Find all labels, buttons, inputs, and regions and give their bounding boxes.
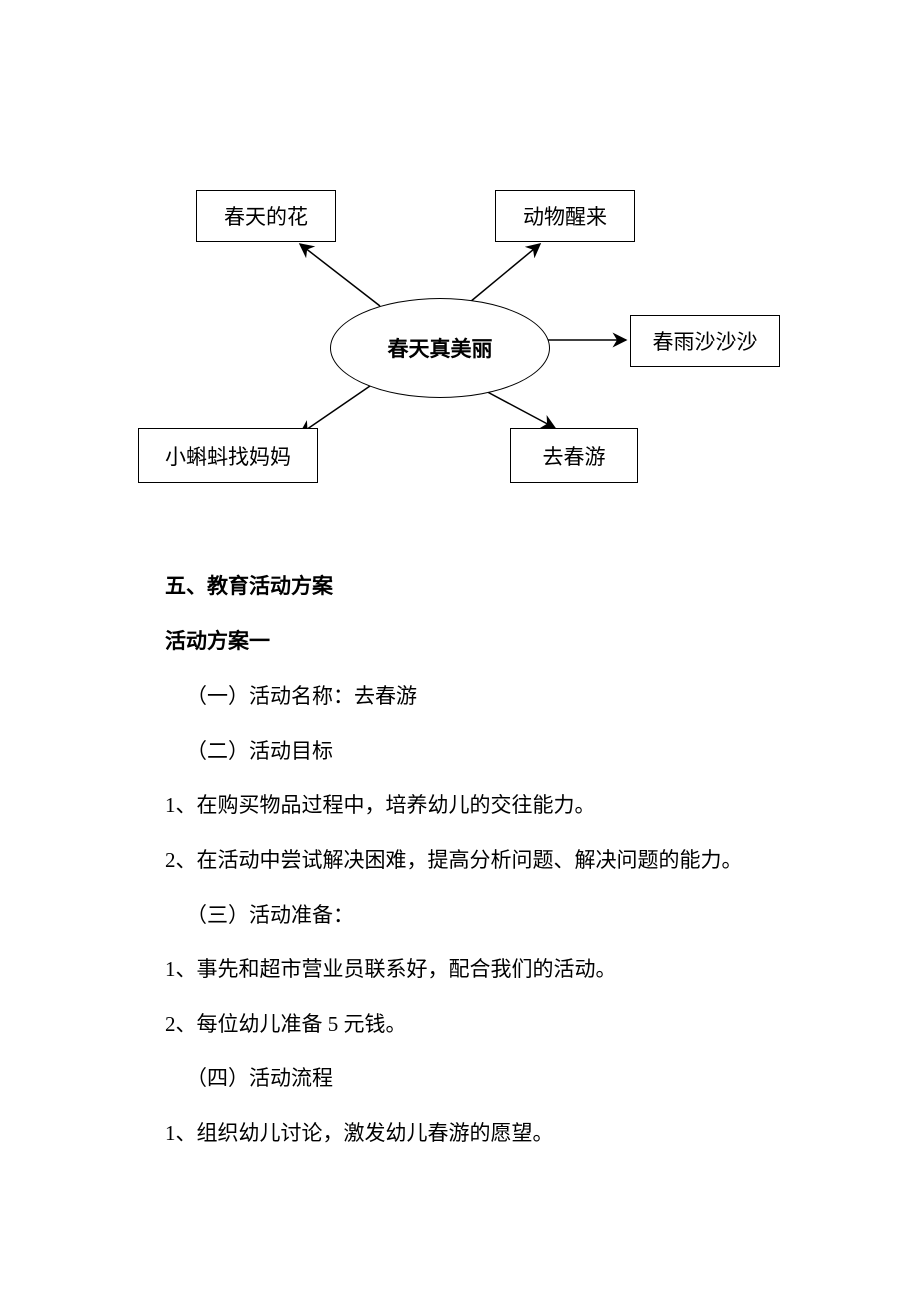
body-line: （二）活动目标 bbox=[165, 724, 805, 779]
diagram-node-label: 小蝌蚪找妈妈 bbox=[165, 441, 291, 471]
body-line: （一）活动名称：去春游 bbox=[165, 669, 805, 724]
body-line: 2、在活动中尝试解决困难，提高分析问题、解决问题的能力。 bbox=[165, 833, 805, 888]
diagram-node-animals: 动物醒来 bbox=[495, 190, 635, 242]
diagram-node-tadpole: 小蝌蚪找妈妈 bbox=[138, 428, 318, 483]
document-body: 五、教育活动方案 活动方案一 （一）活动名称：去春游 （二）活动目标 1、在购买… bbox=[165, 560, 805, 1161]
plan-heading: 活动方案一 bbox=[165, 615, 805, 670]
diagram-node-label: 去春游 bbox=[543, 441, 606, 471]
diagram-node-flowers: 春天的花 bbox=[196, 190, 336, 242]
diagram-node-label: 春雨沙沙沙 bbox=[653, 326, 758, 356]
diagram-node-rain: 春雨沙沙沙 bbox=[630, 315, 780, 367]
diagram-node-outing: 去春游 bbox=[510, 428, 638, 483]
center-label: 春天真美丽 bbox=[388, 333, 493, 363]
body-line: （四）活动流程 bbox=[165, 1051, 805, 1106]
concept-diagram: 春天真美丽 春天的花 动物醒来春雨沙沙沙小蝌蚪找妈妈 去春游 bbox=[0, 0, 920, 520]
body-line: 1、在购买物品过程中，培养幼儿的交往能力。 bbox=[165, 778, 805, 833]
body-line: 2、每位幼儿准备 5 元钱。 bbox=[165, 997, 805, 1052]
section-heading: 五、教育活动方案 bbox=[165, 560, 805, 615]
body-line: 1、组织幼儿讨论，激发幼儿春游的愿望。 bbox=[165, 1106, 805, 1161]
body-line: 1、事先和超市营业员联系好，配合我们的活动。 bbox=[165, 942, 805, 997]
diagram-node-label: 动物醒来 bbox=[523, 201, 607, 231]
body-line: （三）活动准备： bbox=[165, 888, 805, 943]
center-node: 春天真美丽 bbox=[330, 298, 550, 398]
diagram-node-label: 春天的花 bbox=[224, 201, 308, 231]
